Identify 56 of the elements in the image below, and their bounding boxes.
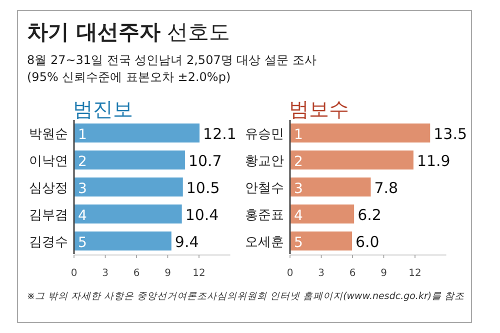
bar xyxy=(74,150,186,170)
y-tick-label: 김경수 xyxy=(29,235,68,250)
annotation: 3 xyxy=(294,181,303,197)
bar xyxy=(290,150,414,170)
annotation: 2 xyxy=(78,154,87,170)
annotation: 1 xyxy=(294,127,303,143)
y-tick-label: 안철수 xyxy=(245,181,284,196)
data-label: 11.9 xyxy=(416,152,450,170)
data-label: 9.4 xyxy=(174,233,199,251)
bar xyxy=(74,176,184,198)
x-tick-label: 6 xyxy=(133,268,140,279)
data-label: 6.2 xyxy=(358,206,382,224)
bar xyxy=(74,230,172,252)
x-tick-label: 3 xyxy=(318,268,324,279)
x-tick-label: 6 xyxy=(349,268,356,279)
y-tick-label: 심상정 xyxy=(29,181,68,196)
x-tick-label: 0 xyxy=(286,268,294,279)
y-tick-label: 황교안 xyxy=(245,154,284,169)
y-tick-label: 홍준표 xyxy=(245,208,284,223)
bar xyxy=(290,122,432,144)
bar xyxy=(290,204,356,224)
chart-title: 범진보 xyxy=(73,97,133,121)
y-tick-label: 박원순 xyxy=(29,127,68,142)
annotation: 2 xyxy=(294,154,303,170)
data-label: 7.8 xyxy=(374,179,398,197)
x-tick-label: 9 xyxy=(380,268,387,279)
annotation: 5 xyxy=(294,235,303,251)
annotation: 4 xyxy=(78,208,87,224)
y-tick-label: 유승민 xyxy=(245,127,284,142)
data-label: 10.7 xyxy=(188,152,222,170)
annotation: 1 xyxy=(78,127,87,143)
chart-title: 범보수 xyxy=(289,97,349,121)
x-tick-label: 12 xyxy=(408,268,422,279)
bar xyxy=(74,122,201,144)
bar xyxy=(290,176,372,198)
text: (95% 신뢰수준에 표본오차 ±2.0%p) xyxy=(27,69,231,86)
data-label: 13.5 xyxy=(434,125,468,143)
x-tick-label: 0 xyxy=(70,268,78,279)
text: ※그 밖의 자세한 사항은 중앙선거여론조사심의위원회 인터넷 홈페이지(www.nesdc.go.kr)를 참조 xyxy=(27,290,465,303)
data-label: 6.0 xyxy=(356,233,380,251)
x-tick-label: 3 xyxy=(102,268,108,279)
y-tick-label: 이낙연 xyxy=(29,154,68,169)
y-tick-label: 오세훈 xyxy=(245,235,284,250)
bar xyxy=(290,230,353,252)
x-tick-label: 12 xyxy=(192,268,206,279)
bar xyxy=(74,204,183,224)
annotation: 4 xyxy=(294,208,303,224)
data-label: 12.1 xyxy=(203,125,236,143)
annotation: 5 xyxy=(78,235,87,251)
text: 차기 대선주자 선호도 xyxy=(27,19,230,46)
annotation: 3 xyxy=(78,181,87,197)
y-tick-label: 김부겸 xyxy=(29,208,68,223)
text: 8월 27~31일 전국 성인남녀 2,507명 대상 설문 조사 xyxy=(27,52,316,69)
data-label: 10.4 xyxy=(185,206,219,224)
data-label: 10.5 xyxy=(186,179,220,197)
x-tick-label: 9 xyxy=(164,268,171,279)
